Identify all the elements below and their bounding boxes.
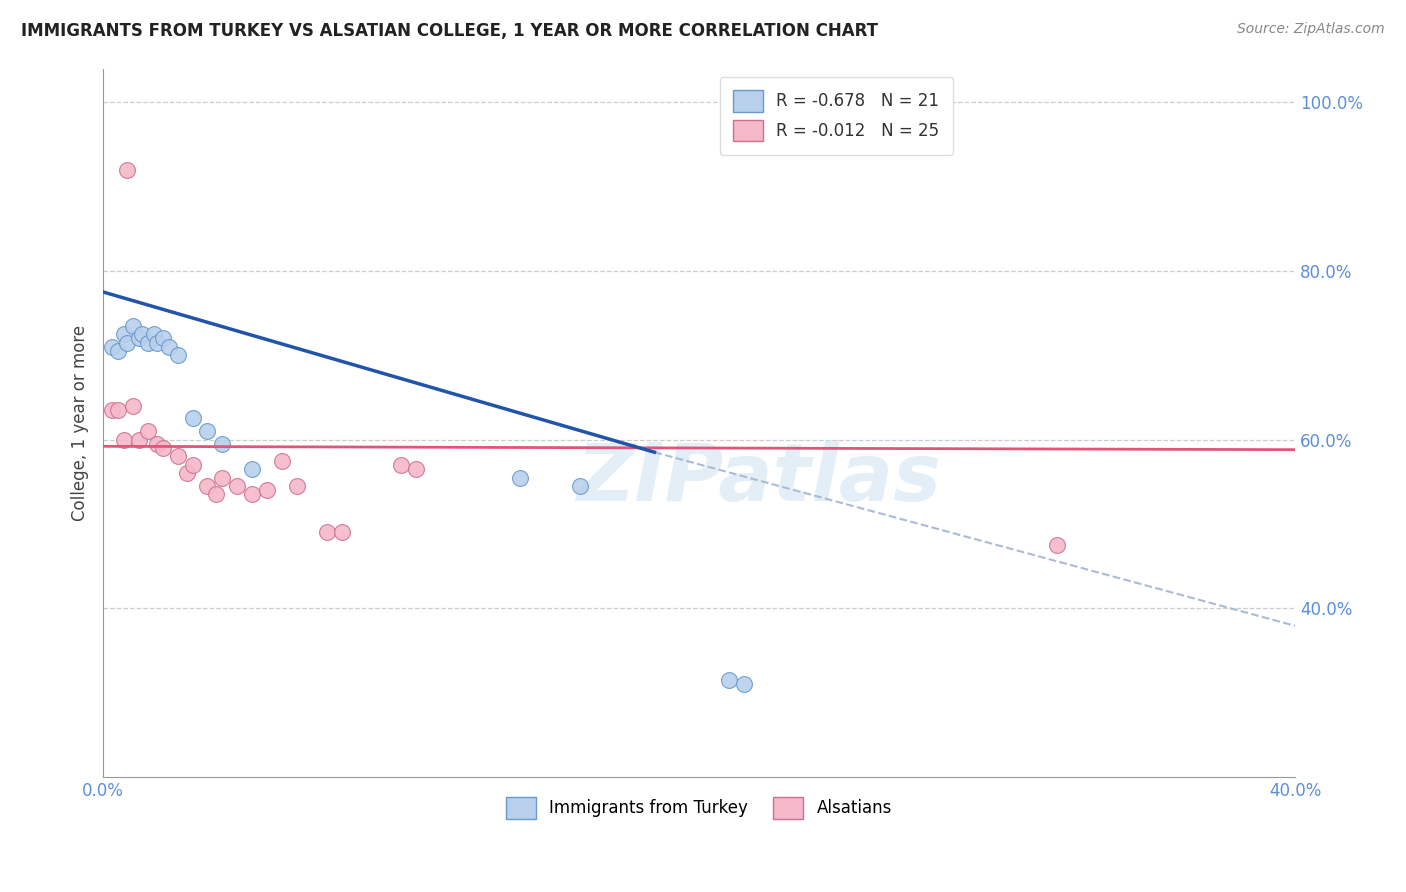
Point bbox=[256, 483, 278, 498]
Point bbox=[509, 470, 531, 484]
Point bbox=[1046, 538, 1069, 552]
Point bbox=[405, 462, 427, 476]
Point bbox=[211, 470, 233, 484]
Point bbox=[112, 433, 135, 447]
Point bbox=[205, 487, 228, 501]
Point bbox=[107, 344, 129, 359]
Point bbox=[717, 673, 740, 687]
Text: ZIPatlas: ZIPatlas bbox=[576, 441, 941, 518]
Point bbox=[166, 348, 188, 362]
Point bbox=[181, 458, 204, 472]
Point bbox=[568, 479, 591, 493]
Point bbox=[101, 403, 124, 417]
Point bbox=[166, 450, 188, 464]
Point bbox=[112, 327, 135, 342]
Point bbox=[152, 331, 174, 345]
Point bbox=[131, 327, 153, 342]
Point bbox=[115, 162, 138, 177]
Point bbox=[142, 327, 165, 342]
Point bbox=[211, 437, 233, 451]
Point bbox=[197, 424, 219, 438]
Point bbox=[181, 411, 204, 425]
Point bbox=[285, 479, 308, 493]
Point bbox=[128, 433, 150, 447]
Point bbox=[136, 424, 159, 438]
Point bbox=[157, 340, 180, 354]
Point bbox=[122, 318, 145, 333]
Point bbox=[315, 525, 337, 540]
Text: IMMIGRANTS FROM TURKEY VS ALSATIAN COLLEGE, 1 YEAR OR MORE CORRELATION CHART: IMMIGRANTS FROM TURKEY VS ALSATIAN COLLE… bbox=[21, 22, 879, 40]
Point bbox=[389, 458, 412, 472]
Legend: Immigrants from Turkey, Alsatians: Immigrants from Turkey, Alsatians bbox=[499, 790, 898, 825]
Point bbox=[176, 467, 198, 481]
Point bbox=[122, 399, 145, 413]
Point bbox=[271, 453, 294, 467]
Point bbox=[240, 487, 263, 501]
Point bbox=[240, 462, 263, 476]
Text: Source: ZipAtlas.com: Source: ZipAtlas.com bbox=[1237, 22, 1385, 37]
Point bbox=[136, 335, 159, 350]
Point bbox=[115, 335, 138, 350]
Point bbox=[128, 331, 150, 345]
Point bbox=[226, 479, 249, 493]
Point bbox=[145, 437, 167, 451]
Point bbox=[107, 403, 129, 417]
Y-axis label: College, 1 year or more: College, 1 year or more bbox=[72, 325, 89, 521]
Point bbox=[733, 677, 755, 691]
Point bbox=[197, 479, 219, 493]
Point bbox=[145, 335, 167, 350]
Point bbox=[152, 441, 174, 455]
Point bbox=[330, 525, 353, 540]
Point bbox=[101, 340, 124, 354]
